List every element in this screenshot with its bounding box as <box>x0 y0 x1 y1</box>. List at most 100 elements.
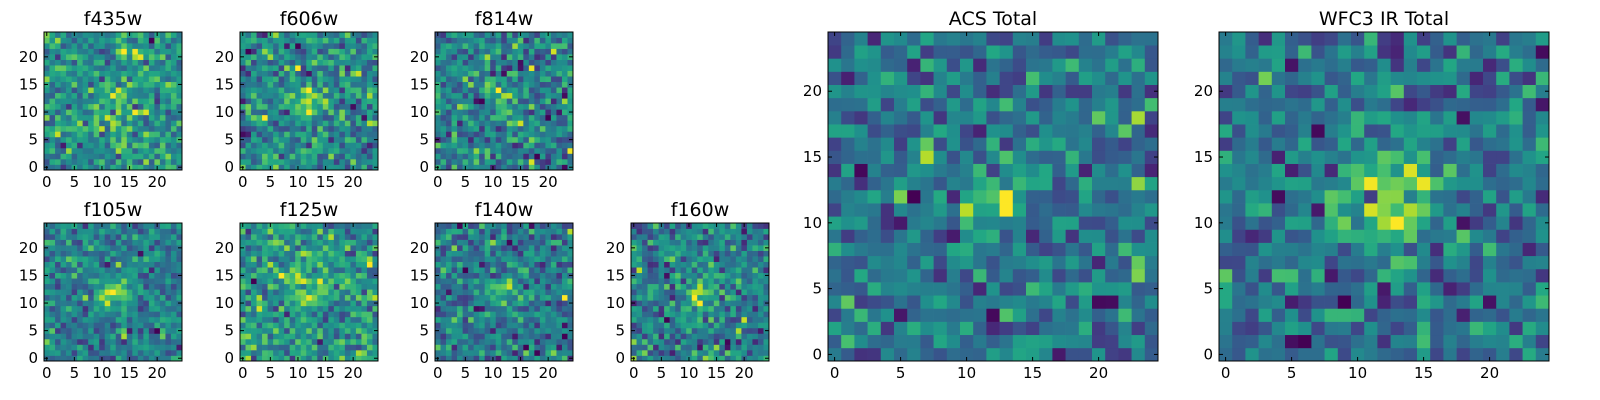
heatmap-cell <box>512 76 519 83</box>
heatmap-cell <box>306 114 313 121</box>
heatmap-cell <box>350 158 357 165</box>
heatmap-cell <box>435 344 441 351</box>
heatmap-cell <box>115 344 122 351</box>
heatmap-cell <box>132 153 139 160</box>
heatmap-cell <box>148 70 155 77</box>
heatmap-cell <box>245 158 252 165</box>
heatmap-cell <box>339 234 346 240</box>
heatmap-cell <box>126 327 133 334</box>
heatmap-cell <box>55 98 61 105</box>
heatmap-cell <box>60 87 67 94</box>
heatmap-cell <box>746 261 753 268</box>
heatmap-cell <box>986 189 1000 204</box>
heatmap-cell <box>273 164 279 171</box>
heatmap-cell <box>350 228 357 235</box>
heatmap-cell <box>121 125 128 132</box>
heatmap-cell <box>328 300 335 307</box>
heatmap-cell <box>251 54 257 60</box>
heatmap-cell <box>462 289 469 296</box>
heatmap-cell <box>82 87 89 94</box>
heatmap-cell <box>451 338 458 345</box>
heatmap-cell <box>256 76 263 83</box>
heatmap-cell <box>49 114 56 121</box>
heatmap-cell <box>148 239 155 246</box>
y-tick-label: 15 <box>19 75 38 93</box>
heatmap-cell <box>306 142 313 149</box>
heatmap-cell <box>322 70 329 77</box>
heatmap-cell <box>55 300 61 307</box>
heatmap-cell <box>88 261 95 268</box>
heatmap-cell <box>907 268 921 283</box>
heatmap-cell <box>1052 203 1066 217</box>
heatmap-cell <box>691 289 698 296</box>
heatmap-cell <box>506 294 513 301</box>
heatmap-cell <box>93 228 100 235</box>
heatmap-cell <box>691 272 698 279</box>
heatmap-cell <box>724 272 731 279</box>
heatmap-cell <box>495 267 502 274</box>
heatmap-cell <box>680 250 687 257</box>
heatmap-cell <box>284 289 291 296</box>
heatmap-cell <box>262 228 268 235</box>
heatmap-cell <box>517 43 524 49</box>
heatmap-cell <box>251 256 257 262</box>
y-tick-label: 20 <box>19 239 38 257</box>
heatmap-cell <box>828 334 842 349</box>
heatmap-cell <box>506 245 513 251</box>
heatmap-cell <box>267 250 274 257</box>
heatmap-cell <box>523 327 530 334</box>
heatmap-cell <box>159 32 166 38</box>
heatmap-cell <box>159 92 166 99</box>
heatmap-cell <box>451 32 458 38</box>
heatmap-cell <box>300 114 307 121</box>
heatmap-cell <box>730 261 737 268</box>
heatmap-cell <box>1105 321 1119 336</box>
heatmap-cell <box>446 98 452 105</box>
heatmap-cell <box>653 355 659 362</box>
heatmap-cell <box>132 322 139 329</box>
heatmap-cell <box>724 305 731 312</box>
heatmap-cell <box>631 322 637 329</box>
heatmap-cell <box>322 81 329 88</box>
y-tick-label: 5 <box>28 131 38 149</box>
heatmap-cell <box>278 234 285 240</box>
heatmap-cell <box>495 125 502 132</box>
heatmap-cell <box>506 289 513 296</box>
heatmap-cell <box>457 147 463 154</box>
heatmap-cell <box>512 54 519 60</box>
heatmap-cell <box>653 289 659 296</box>
heatmap-cell <box>148 109 155 116</box>
heatmap-cell <box>170 81 177 88</box>
heatmap-cell <box>506 81 513 88</box>
heatmap-cell <box>110 54 117 60</box>
heatmap-cell <box>66 125 72 132</box>
heatmap-cell <box>284 245 291 251</box>
heatmap-cell <box>763 294 770 301</box>
heatmap-cell <box>523 228 530 235</box>
heatmap-cell <box>636 311 643 318</box>
heatmap-cell <box>366 344 373 351</box>
heatmap-cell <box>311 65 318 71</box>
heatmap-cell <box>752 305 759 312</box>
heatmap-cell <box>339 54 346 60</box>
heatmap-cell <box>490 344 497 351</box>
heatmap-cell <box>567 76 574 83</box>
heatmap-cell <box>55 223 61 229</box>
heatmap-cell <box>262 37 268 44</box>
heatmap-cell <box>284 136 291 143</box>
heatmap-cell <box>746 349 753 356</box>
heatmap-cell <box>322 48 329 55</box>
heatmap-cell <box>642 278 648 285</box>
heatmap-cell <box>647 228 654 235</box>
heatmap-cell <box>49 300 56 307</box>
heatmap-cell <box>126 136 133 143</box>
heatmap-cell <box>355 228 362 235</box>
heatmap-cell <box>550 349 557 356</box>
heatmap-cell <box>479 294 486 301</box>
heatmap-cell <box>295 250 302 257</box>
heatmap-cell <box>495 316 502 323</box>
heatmap-cell <box>451 54 458 60</box>
heatmap-cell <box>137 245 144 251</box>
heatmap-cell <box>88 59 95 66</box>
